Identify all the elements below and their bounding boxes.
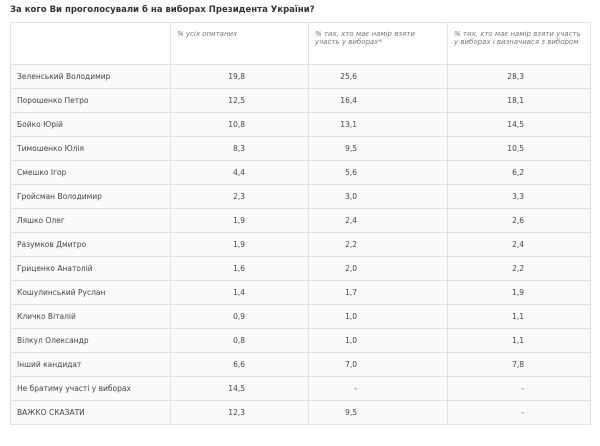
column-header: % тих, хто має намір взяти участь у вибо… bbox=[308, 22, 448, 65]
header-row: % усіх опитаних% тих, хто має намір взят… bbox=[10, 22, 591, 65]
value-cell: 16,4 bbox=[308, 88, 448, 113]
value-cell: 4,4 bbox=[170, 160, 309, 185]
value-cell: 2,3 bbox=[170, 184, 309, 209]
value-cell: 0,9 bbox=[170, 304, 309, 329]
value-cell: 8,3 bbox=[170, 136, 309, 161]
table-row: Вілкул Олександр 0,8 1,0 1,1 bbox=[10, 328, 591, 353]
table-row: Не братиму участі у виборах 14,5- - bbox=[10, 376, 591, 401]
candidate-cell: Гриценко Анатолій bbox=[10, 256, 171, 281]
candidate-cell: Інший кандидат bbox=[10, 352, 171, 377]
results-table: % усіх опитаних% тих, хто має намір взят… bbox=[10, 22, 591, 425]
candidate-cell: Разумков Дмитро bbox=[10, 232, 171, 257]
candidate-cell: Не братиму участі у виборах bbox=[10, 376, 171, 401]
value-cell: 1,7 bbox=[308, 280, 448, 305]
value-cell: - bbox=[308, 376, 448, 401]
table-row: Порошенко Петро 12,5 16,4 18,1 bbox=[10, 88, 591, 113]
value-cell: 2,2 bbox=[447, 256, 591, 281]
candidate-cell: Гройсман Володимир bbox=[10, 184, 171, 209]
title: За кого Ви проголосували б на виборах Пр… bbox=[10, 5, 315, 15]
value-cell: 1,9 bbox=[170, 208, 309, 233]
value-cell: 0,8 bbox=[170, 328, 309, 353]
candidate-cell: ВАЖКО СКАЗАТИ bbox=[10, 400, 171, 425]
value-cell: 1,0 bbox=[308, 304, 448, 329]
value-cell: - bbox=[447, 400, 591, 425]
value-cell: 25,6 bbox=[308, 64, 448, 89]
value-cell: 18,1 bbox=[447, 88, 591, 113]
value-cell: 14,5 bbox=[170, 376, 309, 401]
value-cell: 14,5 bbox=[447, 112, 591, 137]
value-cell: 10,8 bbox=[170, 112, 309, 137]
table-row: Гройсман Володимир 2,3 3,0 3,3 bbox=[10, 184, 591, 209]
table-row: ВАЖКО СКАЗАТИ 12,3 9,5- bbox=[10, 400, 591, 425]
table-row: Кличко Віталій 0,9 1,0 1,1 bbox=[10, 304, 591, 329]
candidate-cell: Тимошенко Юлія bbox=[10, 136, 171, 161]
candidate-cell: Порошенко Петро bbox=[10, 88, 171, 113]
value-cell: 9,5 bbox=[308, 400, 448, 425]
value-cell: 12,3 bbox=[170, 400, 309, 425]
table-row: Гриценко Анатолій 1,6 2,0 2,2 bbox=[10, 256, 591, 281]
value-cell: 1,9 bbox=[170, 232, 309, 257]
candidate-cell: Зеленський Володимир bbox=[10, 64, 171, 89]
table-row: Кошулинський Руслан 1,4 1,7 1,9 bbox=[10, 280, 591, 305]
candidate-cell: Кошулинський Руслан bbox=[10, 280, 171, 305]
value-cell: 3,3 bbox=[447, 184, 591, 209]
table-row: Тимошенко Юлія 8,3 9,5 10,5 bbox=[10, 136, 591, 161]
value-cell: 3,0 bbox=[308, 184, 448, 209]
table-row: Ляшко Олег 1,9 2,4 2,6 bbox=[10, 208, 591, 233]
value-cell: 1,1 bbox=[447, 328, 591, 353]
value-cell: - bbox=[447, 376, 591, 401]
value-cell: 2,6 bbox=[447, 208, 591, 233]
candidate-cell: Смешко Ігор bbox=[10, 160, 171, 185]
table-row: Інший кандидат 6,6 7,0 7,8 bbox=[10, 352, 591, 377]
value-cell: 10,5 bbox=[447, 136, 591, 161]
candidate-cell: Вілкул Олександр bbox=[10, 328, 171, 353]
value-cell: 1,4 bbox=[170, 280, 309, 305]
value-cell: 1,6 bbox=[170, 256, 309, 281]
value-cell: 7,0 bbox=[308, 352, 448, 377]
candidate-cell: Ляшко Олег bbox=[10, 208, 171, 233]
value-cell: 2,4 bbox=[308, 208, 448, 233]
value-cell: 1,0 bbox=[308, 328, 448, 353]
value-cell: 2,4 bbox=[447, 232, 591, 257]
column-header: % тих, хто має намір взяти участь у вибо… bbox=[447, 22, 591, 65]
value-cell: 9,5 bbox=[308, 136, 448, 161]
value-cell: 5,6 bbox=[308, 160, 448, 185]
candidate-cell: Бойко Юрій bbox=[10, 112, 171, 137]
value-cell: 6,2 bbox=[447, 160, 591, 185]
table-row: Бойко Юрій 10,8 13,1 14,5 bbox=[10, 112, 591, 137]
table-row: Зеленський Володимир 19,8 25,6 28,3 bbox=[10, 64, 591, 89]
value-cell: 12,5 bbox=[170, 88, 309, 113]
value-cell: 1,1 bbox=[447, 304, 591, 329]
value-cell: 2,0 bbox=[308, 256, 448, 281]
value-cell: 19,8 bbox=[170, 64, 309, 89]
table-row: Разумков Дмитро 1,9 2,2 2,4 bbox=[10, 232, 591, 257]
value-cell: 7,8 bbox=[447, 352, 591, 377]
value-cell: 6,6 bbox=[170, 352, 309, 377]
table-body: Зеленський Володимир 19,8 25,6 28,3 Порошенк… bbox=[10, 64, 591, 425]
header-cell bbox=[10, 22, 171, 65]
table-row: Смешко Ігор 4,4 5,6 6,2 bbox=[10, 160, 591, 185]
value-cell: 13,1 bbox=[308, 112, 448, 137]
value-cell: 2,2 bbox=[308, 232, 448, 257]
value-cell: 28,3 bbox=[447, 64, 591, 89]
column-header: % усіх опитаних bbox=[170, 22, 309, 65]
candidate-cell: Кличко Віталій bbox=[10, 304, 171, 329]
value-cell: 1,9 bbox=[447, 280, 591, 305]
